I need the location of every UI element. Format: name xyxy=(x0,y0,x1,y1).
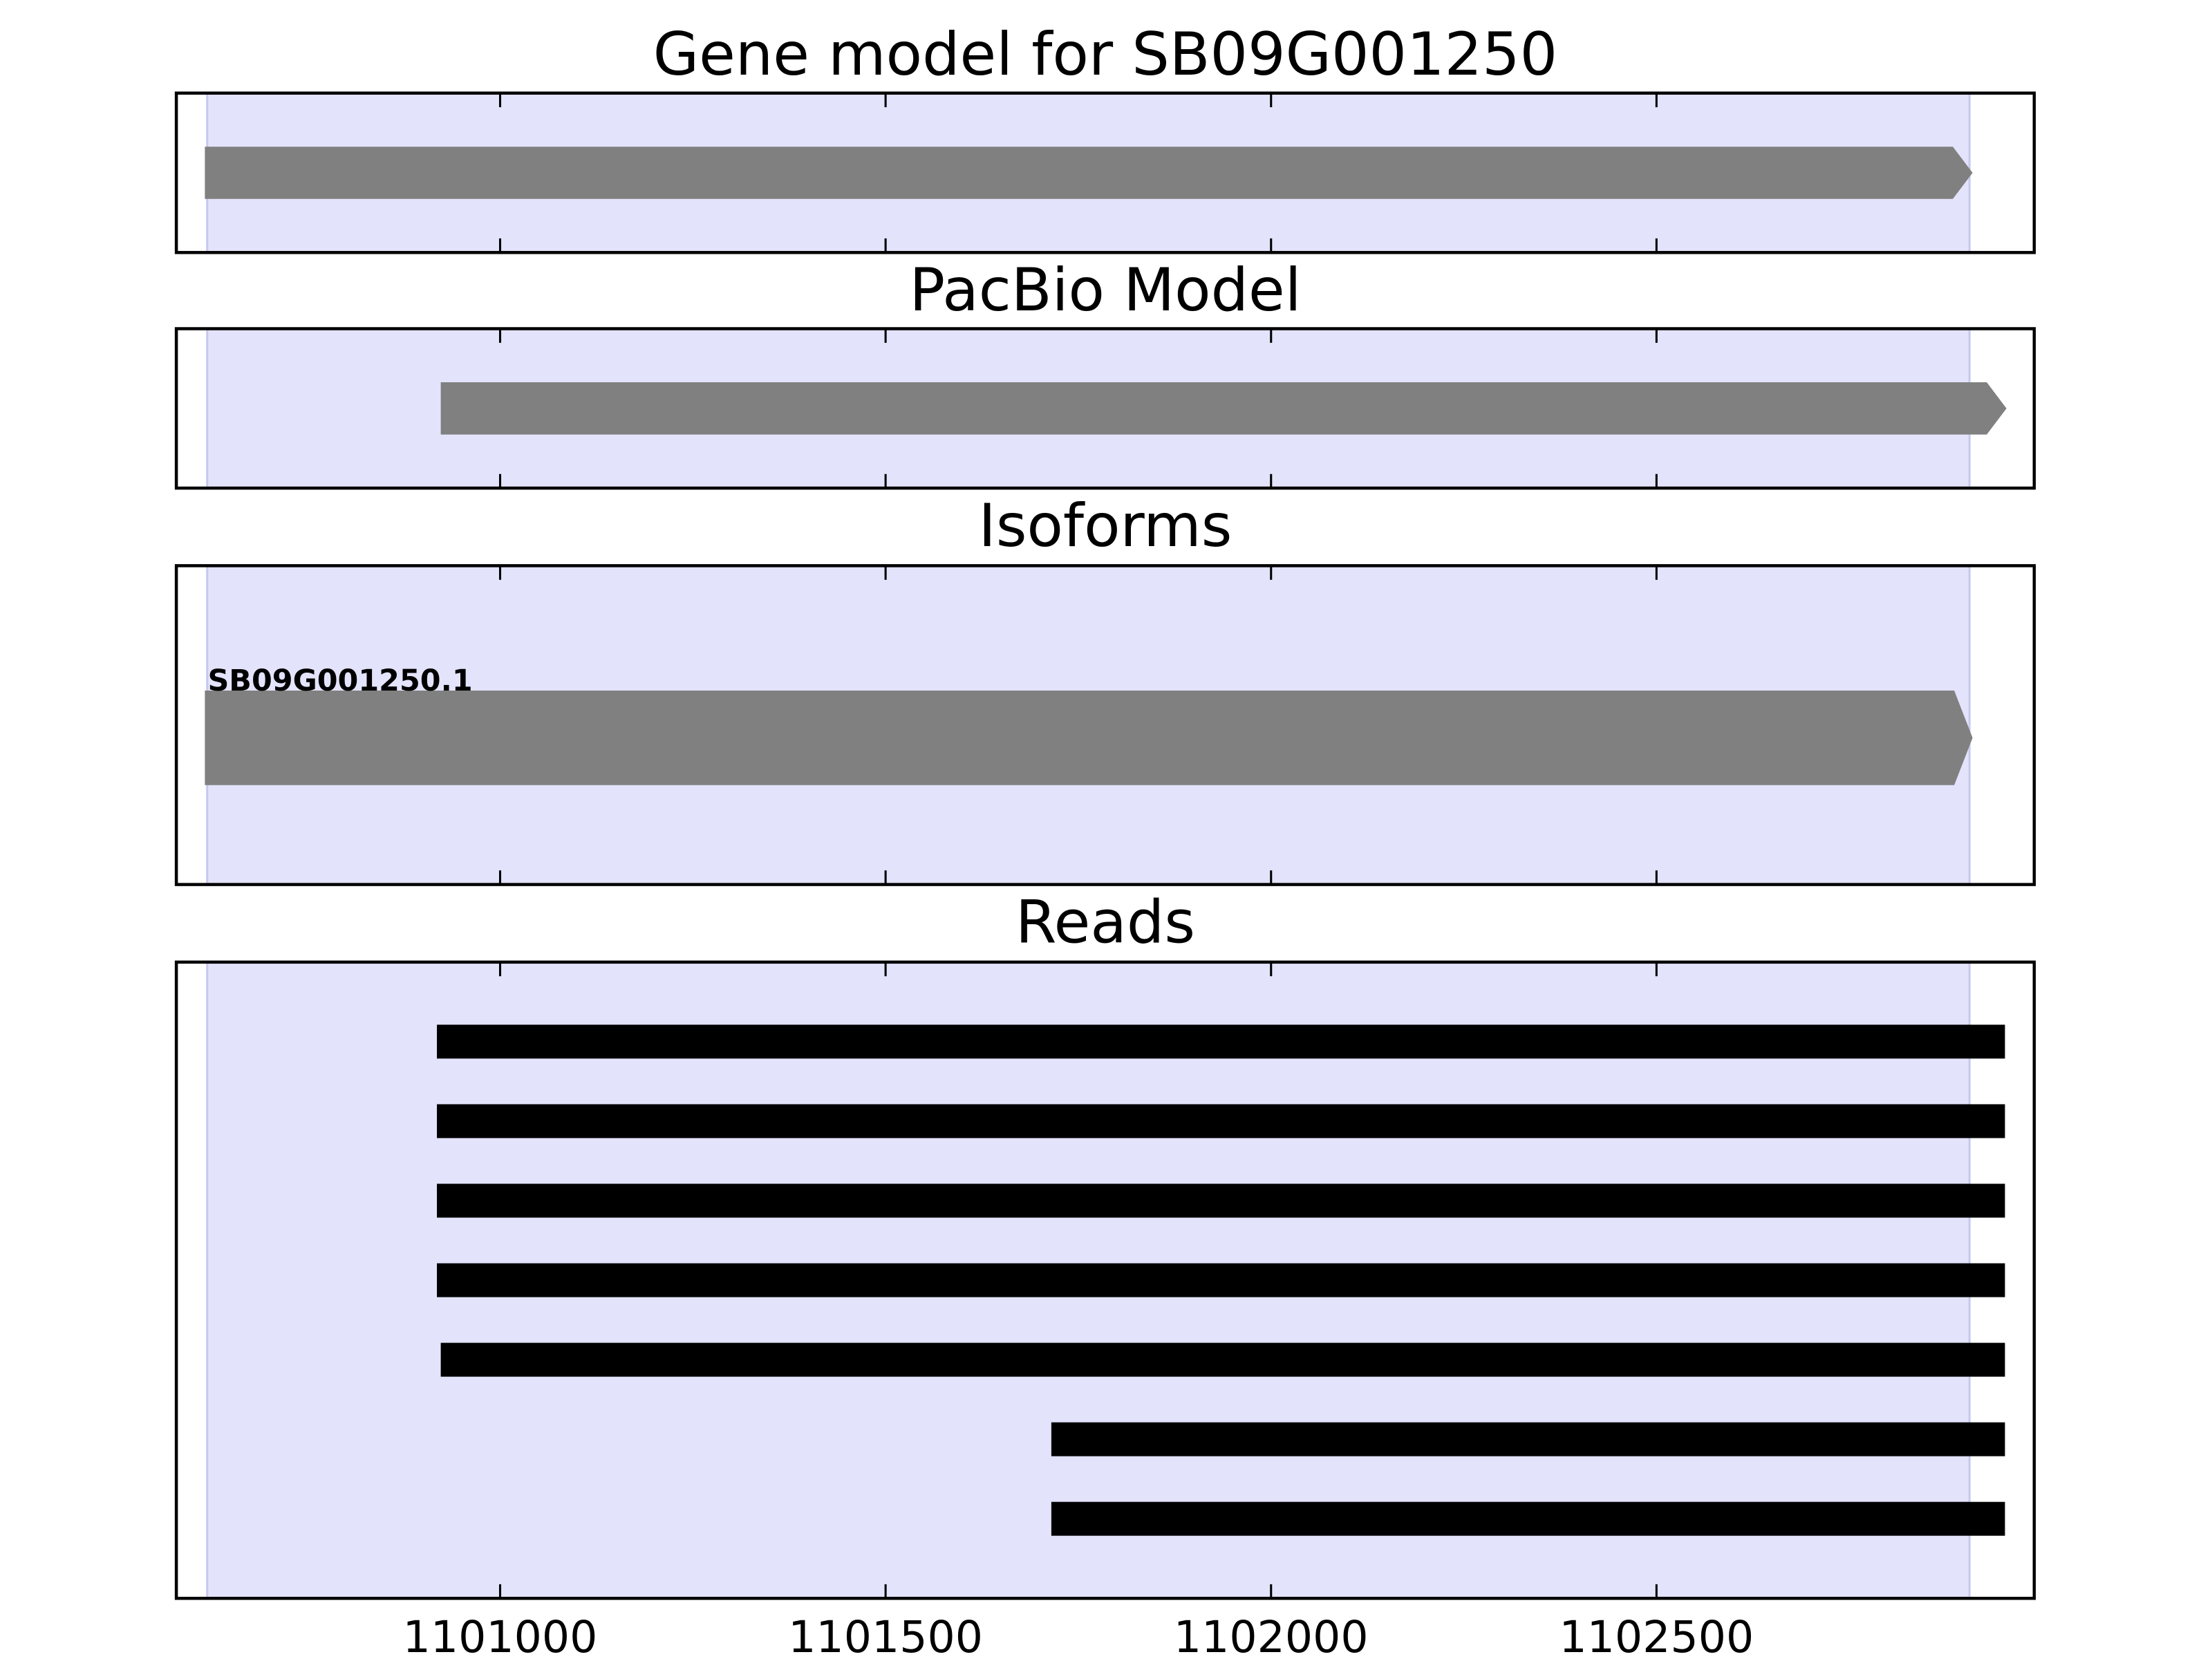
panel-title: PacBio Model xyxy=(909,256,1301,325)
x-tick-label: 1102500 xyxy=(1559,1611,1754,1659)
panel-frame xyxy=(174,91,2036,254)
gene-feature xyxy=(205,147,1973,199)
read xyxy=(437,1104,2005,1138)
x-tick-label: 1101000 xyxy=(403,1611,598,1659)
read xyxy=(437,1024,2005,1059)
gene-feature xyxy=(440,382,2007,435)
isoform-label: SB09G001250.1 xyxy=(207,664,472,698)
panel: SB09G001250.1 xyxy=(174,564,2036,886)
panel-title: Isoforms xyxy=(979,491,1232,561)
read xyxy=(440,1342,2005,1377)
x-tick-label: 1101500 xyxy=(788,1611,983,1659)
panel xyxy=(174,327,2036,490)
panel xyxy=(174,91,2036,254)
read xyxy=(1051,1501,2005,1536)
panel-title: Gene model for SB09G001250 xyxy=(653,20,1557,89)
gene-feature xyxy=(205,691,1973,785)
x-tick-label: 1102000 xyxy=(1174,1611,1369,1659)
read xyxy=(437,1263,2005,1297)
panel-frame xyxy=(174,327,2036,490)
panel-frame xyxy=(174,960,2036,1600)
read xyxy=(1051,1422,2005,1456)
panel-title: Reads xyxy=(1015,888,1195,957)
panel-frame xyxy=(174,564,2036,886)
panel: 1101000 1101500 1102000 1102500 xyxy=(174,960,2036,1659)
read xyxy=(437,1183,2005,1218)
